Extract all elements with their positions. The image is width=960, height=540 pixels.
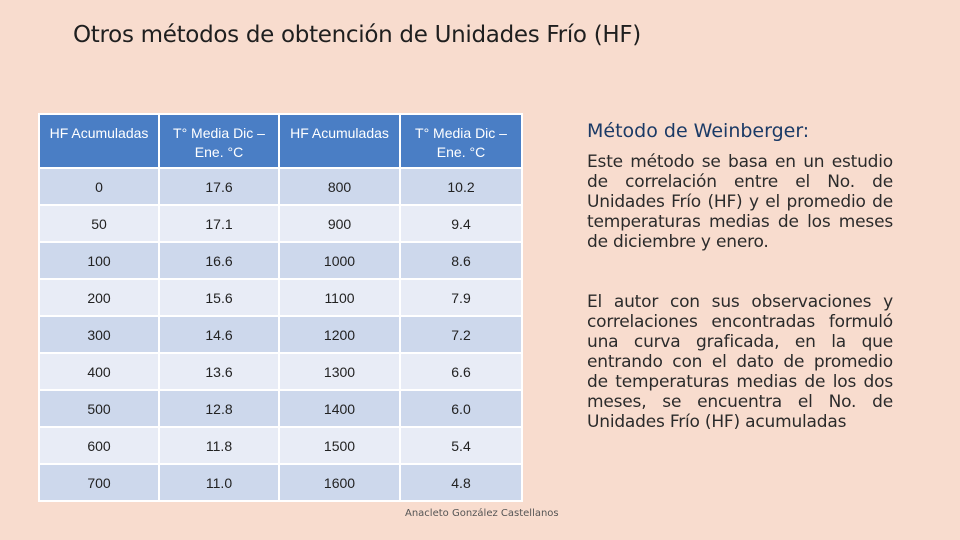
table-row: 0 17.6 800 10.2 <box>38 167 523 206</box>
table-cell: 13.6 <box>158 352 280 391</box>
header-hf-acumuladas-2: HF Acumuladas <box>278 113 401 169</box>
table-cell: 800 <box>278 167 401 206</box>
table-cell: 7.2 <box>399 315 523 354</box>
table-cell: 1100 <box>278 278 401 317</box>
table-cell: 50 <box>38 204 160 243</box>
slide-title: Otros métodos de obtención de Unidades F… <box>73 22 641 48</box>
table-cell: 5.4 <box>399 426 523 465</box>
table-row: 400 13.6 1300 6.6 <box>38 352 523 391</box>
method-heading: Método de Weinberger: <box>587 120 810 142</box>
method-paragraph-1: Este método se basa en un estudio de cor… <box>587 152 893 252</box>
table-cell: 11.8 <box>158 426 280 465</box>
table-cell: 1000 <box>278 241 401 280</box>
table-cell: 1500 <box>278 426 401 465</box>
method-description: Método de Weinberger: Este método se bas… <box>587 120 893 432</box>
table-cell: 16.6 <box>158 241 280 280</box>
table-cell: 900 <box>278 204 401 243</box>
table-cell: 14.6 <box>158 315 280 354</box>
table-cell: 4.8 <box>399 463 523 502</box>
table-cell: 7.9 <box>399 278 523 317</box>
table-cell: 0 <box>38 167 160 206</box>
table-header-row: HF Acumuladas T° Media Dic – Ene. °C HF … <box>38 113 523 169</box>
method-paragraph-2: El autor con sus observaciones y correla… <box>587 292 893 432</box>
table-cell: 6.0 <box>399 389 523 428</box>
table-cell: 11.0 <box>158 463 280 502</box>
table-row: 600 11.8 1500 5.4 <box>38 426 523 465</box>
table-row: 50 17.1 900 9.4 <box>38 204 523 243</box>
table-cell: 300 <box>38 315 160 354</box>
table-cell: 9.4 <box>399 204 523 243</box>
table-cell: 1600 <box>278 463 401 502</box>
table-cell: 1400 <box>278 389 401 428</box>
hf-temperature-table: HF Acumuladas T° Media Dic – Ene. °C HF … <box>38 113 523 502</box>
table-cell: 8.6 <box>399 241 523 280</box>
table-cell: 12.8 <box>158 389 280 428</box>
header-hf-acumuladas-1: HF Acumuladas <box>38 113 160 169</box>
table-row: 700 11.0 1600 4.8 <box>38 463 523 502</box>
header-temp-media-1: T° Media Dic – Ene. °C <box>158 113 280 169</box>
table-row: 500 12.8 1400 6.0 <box>38 389 523 428</box>
table-cell: 500 <box>38 389 160 428</box>
table-cell: 6.6 <box>399 352 523 391</box>
table-row: 200 15.6 1100 7.9 <box>38 278 523 317</box>
table-cell: 700 <box>38 463 160 502</box>
table-cell: 600 <box>38 426 160 465</box>
author-footer: Anacleto González Castellanos <box>405 508 559 519</box>
table-cell: 17.6 <box>158 167 280 206</box>
table-cell: 15.6 <box>158 278 280 317</box>
table-cell: 17.1 <box>158 204 280 243</box>
table-cell: 100 <box>38 241 160 280</box>
table-cell: 1200 <box>278 315 401 354</box>
table-row: 100 16.6 1000 8.6 <box>38 241 523 280</box>
header-temp-media-2: T° Media Dic – Ene. °C <box>399 113 523 169</box>
table-row: 300 14.6 1200 7.2 <box>38 315 523 354</box>
table-cell: 400 <box>38 352 160 391</box>
table-cell: 1300 <box>278 352 401 391</box>
table-cell: 200 <box>38 278 160 317</box>
table-cell: 10.2 <box>399 167 523 206</box>
